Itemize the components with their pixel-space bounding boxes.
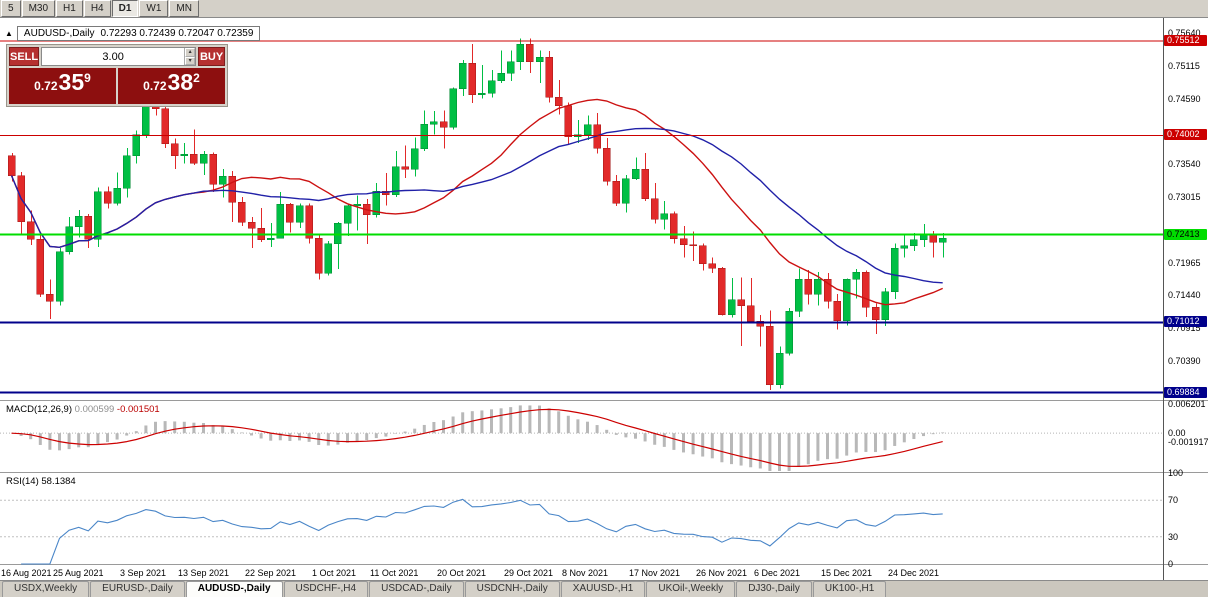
- ma-fast-line: [10, 98, 943, 306]
- date-label: 6 Dec 2021: [754, 568, 801, 578]
- date-label: 26 Nov 2021: [696, 568, 748, 578]
- date-label: 22 Sep 2021: [245, 568, 297, 578]
- buy-price-display[interactable]: 0.72 38 2: [118, 68, 225, 104]
- timeframe-toolbar: 5 M30 H1 H4 D1 W1 MN: [0, 0, 1208, 18]
- date-label: 25 Aug 2021: [53, 568, 104, 578]
- chart-tab-ukoil-weekly[interactable]: UKOil-,Weekly: [646, 581, 736, 597]
- date-axis: 16 Aug 2021 25 Aug 2021 3 Sep 2021 13 Sep 2…: [0, 565, 1163, 580]
- date-label: 3 Sep 2021: [120, 568, 167, 578]
- chart-tab-usdx-weekly[interactable]: USDX,Weekly: [2, 581, 90, 597]
- volume-input[interactable]: [42, 48, 185, 65]
- date-label: 20 Oct 2021: [437, 568, 487, 578]
- chart-canvas: [0, 18, 1208, 580]
- date-label: 16 Aug 2021: [1, 568, 52, 578]
- date-label: 24 Dec 2021: [888, 568, 940, 578]
- timeframe-button-D1[interactable]: D1: [111, 0, 139, 17]
- buy-button[interactable]: BUY: [198, 47, 225, 66]
- macd-signal-value: -0.001501: [116, 404, 160, 415]
- rsi-value: 58.1384: [41, 476, 76, 487]
- volume-up-icon[interactable]: ▴: [185, 48, 196, 57]
- timeframe-button-M30[interactable]: M30: [21, 0, 56, 17]
- volume-control: ▴ ▾: [41, 47, 197, 66]
- volume-spinner: ▴ ▾: [184, 48, 196, 65]
- rsi-line: [21, 498, 943, 565]
- macd-histogram: [19, 405, 945, 471]
- chart-tab-bar: USDX,Weekly EURUSD-,Daily AUDUSD-,Daily USD…: [0, 580, 1208, 597]
- macd-label: MACD(12,26,9) 0.000599 -0.001501: [6, 404, 160, 415]
- date-label: 11 Oct 2021: [370, 568, 419, 578]
- macd-signal-line: [11, 408, 943, 468]
- chart-area[interactable]: ▲ AUDUSD-,Daily 0.72293 0.72439 0.72047 …: [0, 18, 1208, 580]
- collapse-panel-icon[interactable]: ▲: [5, 28, 13, 38]
- chart-tab-audusd-daily[interactable]: AUDUSD-,Daily: [185, 581, 283, 597]
- chart-tab-usdcnh-daily[interactable]: USDCNH-,Daily: [464, 581, 560, 597]
- rsi-label: RSI(14) 58.1384: [6, 476, 76, 487]
- chart-tab-eurusd-daily[interactable]: EURUSD-,Daily: [90, 581, 185, 597]
- timeframe-button-5[interactable]: 5: [1, 0, 21, 17]
- sell-button[interactable]: SELL: [9, 47, 40, 66]
- date-label: 17 Nov 2021: [629, 568, 681, 578]
- date-label: 29 Oct 2021: [504, 568, 554, 578]
- date-label: 13 Sep 2021: [178, 568, 230, 578]
- timeframe-button-H4[interactable]: H4: [83, 0, 111, 17]
- date-label: 1 Oct 2021: [312, 568, 357, 578]
- chart-title-box: ▲ AUDUSD-,Daily 0.72293 0.72439 0.72047 …: [5, 26, 261, 41]
- chart-tab-usdchf-h4[interactable]: USDCHF-,H4: [283, 581, 369, 597]
- sell-price-display[interactable]: 0.72 35 9: [9, 68, 116, 104]
- timeframe-button-W1[interactable]: W1: [139, 0, 169, 17]
- timeframe-button-MN[interactable]: MN: [169, 0, 199, 17]
- date-label: 8 Nov 2021: [562, 568, 609, 578]
- symbol-title: AUDUSD-,Daily: [23, 28, 95, 39]
- date-label: 15 Dec 2021: [821, 568, 873, 578]
- macd-main-value: 0.000599: [74, 404, 115, 415]
- ma-slow-line: [10, 127, 943, 284]
- chart-tab-dj30-daily[interactable]: DJ30-,Daily: [736, 581, 812, 597]
- chart-tab-uk100-h1[interactable]: UK100-,H1: [812, 581, 887, 597]
- volume-down-icon[interactable]: ▾: [185, 56, 196, 65]
- chart-tab-usdcad-daily[interactable]: USDCAD-,Daily: [369, 581, 464, 597]
- horizontal-lines: [0, 40, 1163, 394]
- chart-tab-xauusd-h1[interactable]: XAUUSD-,H1: [560, 581, 646, 597]
- timeframe-button-H1[interactable]: H1: [56, 0, 83, 17]
- ohlc-values: 0.72293 0.72439 0.72047 0.72359: [100, 28, 254, 39]
